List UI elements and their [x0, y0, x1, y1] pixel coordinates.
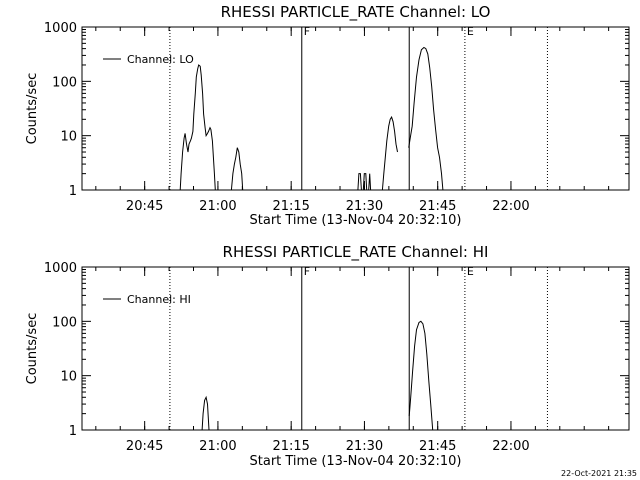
x-tick-label: 21:30: [346, 439, 383, 454]
x-tick-label: 20:45: [126, 439, 163, 454]
event-marker-label: E: [467, 25, 474, 38]
legend-label: Channel: HI: [127, 293, 191, 306]
x-tick-label: 20:45: [126, 199, 163, 214]
x-tick-label: 21:45: [419, 199, 456, 214]
series-line: [362, 173, 368, 191]
series-line: [230, 147, 244, 191]
chart-panel-1: RHESSI PARTICLE_RATE Channel: LO 1 10 100 10…: [25, 3, 630, 228]
y-axis-label: Counts/sec: [25, 73, 40, 145]
series-line: [381, 115, 398, 191]
x-axis-label: Start Time (13-Nov-04 20:32:10): [250, 213, 462, 228]
x-axis-label: Start Time (13-Nov-04 20:32:10): [250, 454, 462, 469]
legend-label: Channel: LO: [127, 53, 194, 66]
series-line: [408, 46, 444, 191]
x-tick-label: 21:15: [272, 439, 309, 454]
y-tick-label: 10: [60, 130, 77, 145]
x-tick-label: 22:00: [492, 199, 529, 214]
x-tick-label: 21:45: [419, 439, 456, 454]
x-tick-label: 21:15: [272, 199, 309, 214]
plot-frame: [81, 26, 630, 191]
chart-title: RHESSI PARTICLE_RATE Channel: LO: [221, 3, 491, 22]
series-line: [357, 173, 362, 191]
y-tick-label: 1000: [44, 261, 77, 276]
y-tick-label: 100: [52, 315, 77, 330]
chart-panel-2: RHESSI PARTICLE_RATE Channel: HI 1 10 100 10…: [25, 243, 630, 469]
y-axis-label: Counts/sec: [25, 313, 40, 385]
y-tick-label: 1: [69, 424, 77, 439]
x-tick-label: 21:00: [199, 439, 236, 454]
y-tick-label: 1000: [44, 21, 77, 36]
chart-title: RHESSI PARTICLE_RATE Channel: HI: [223, 243, 489, 262]
x-tick-label: 21:30: [346, 199, 383, 214]
plot-frame: [81, 266, 630, 431]
y-tick-label: 10: [60, 370, 77, 385]
series-line: [201, 395, 210, 431]
x-tick-label: 22:00: [492, 439, 529, 454]
series-line: [408, 320, 434, 431]
timestamp: 22-Oct-2021 21:35: [561, 469, 637, 478]
x-tick-label: 21:00: [199, 199, 236, 214]
event-marker-label: F: [304, 265, 310, 278]
series-line: [368, 173, 372, 191]
event-marker-label: E: [467, 265, 474, 278]
event-marker-label: F: [304, 25, 310, 38]
y-tick-label: 1: [69, 184, 77, 199]
series-line: [179, 64, 216, 191]
y-tick-label: 100: [52, 75, 77, 90]
